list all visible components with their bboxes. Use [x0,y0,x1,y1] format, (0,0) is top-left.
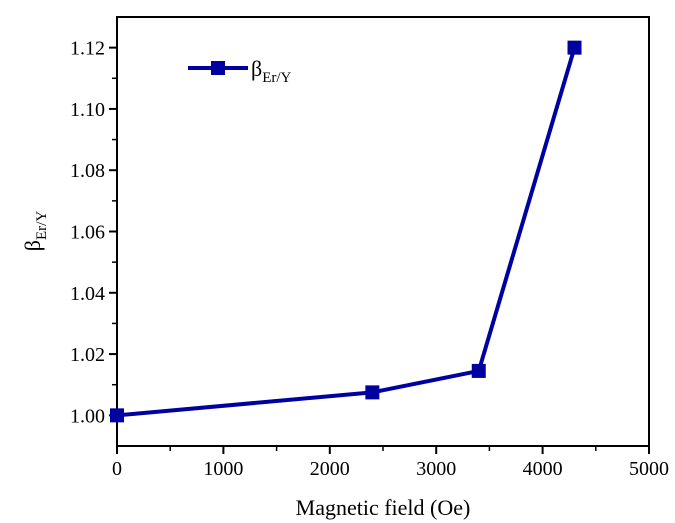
x-axis-title: Magnetic field (Oe) [296,495,471,520]
plot-area-frame [116,16,650,447]
x-tick-label: 3000 [416,458,456,480]
x-tick-label: 2000 [310,458,350,480]
y-tick-label: 1.02 [70,344,105,366]
y-tick-label: 1.06 [70,222,105,244]
series-line [116,47,577,418]
data-point-marker [110,408,124,423]
y-tick-label: 1.00 [70,405,105,427]
y-axis: 1.00 1.02 1.04 1.06 1.08 1.10 1.12 [70,38,117,427]
data-point-marker [365,385,380,400]
legend-label-subscript: Er/Y [262,70,291,86]
y-tick-label: 1.04 [70,283,105,305]
legend: βEr/Y [188,56,292,86]
legend-marker [211,61,225,75]
y-tick-label: 1.10 [70,99,105,121]
legend-label-main: β [251,56,262,81]
legend-label: βEr/Y [251,56,292,86]
x-tick-label: 1000 [203,458,243,480]
x-tick-label: 5000 [629,458,669,480]
y-tick-label: 1.12 [70,38,105,60]
y-axis-title-main: β [20,240,45,251]
series-layer [110,40,582,423]
x-tick-label: 0 [112,458,122,480]
data-point-marker [471,363,486,378]
y-axis-title: βEr/Y [20,211,50,252]
y-tick-label: 1.08 [70,160,105,182]
data-point-marker [567,40,582,55]
x-axis: 0 1000 2000 3000 4000 5000 [112,446,669,480]
y-axis-title-subscript: Er/Y [34,211,50,240]
x-tick-label: 4000 [523,458,563,480]
